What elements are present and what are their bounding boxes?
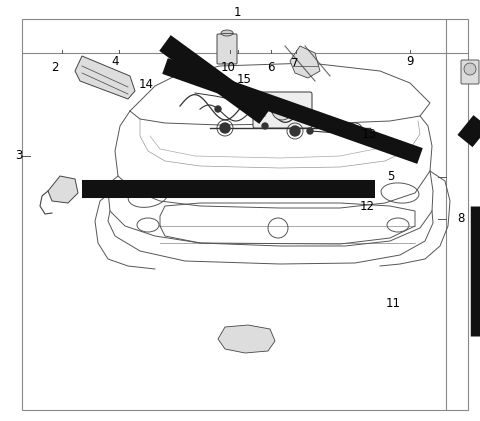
Text: 13: 13 [362, 128, 377, 141]
Polygon shape [48, 176, 78, 203]
Text: 5: 5 [387, 171, 395, 183]
Text: 7: 7 [291, 57, 299, 69]
Polygon shape [75, 56, 135, 99]
Ellipse shape [221, 30, 233, 36]
Text: 6: 6 [267, 61, 275, 74]
FancyBboxPatch shape [461, 60, 479, 84]
Circle shape [307, 128, 313, 134]
Text: 9: 9 [407, 55, 414, 67]
Polygon shape [290, 46, 320, 78]
Text: 3: 3 [15, 149, 23, 162]
Text: 4: 4 [111, 55, 119, 67]
Text: 12: 12 [360, 200, 375, 213]
Circle shape [327, 120, 333, 126]
Circle shape [220, 123, 230, 133]
Polygon shape [218, 325, 275, 353]
FancyBboxPatch shape [217, 34, 237, 64]
Text: 2: 2 [51, 61, 59, 74]
Text: 14: 14 [139, 78, 154, 91]
Text: 15: 15 [237, 74, 251, 86]
Text: 1: 1 [234, 6, 241, 19]
Circle shape [290, 126, 300, 136]
Circle shape [272, 100, 292, 120]
FancyBboxPatch shape [253, 92, 312, 128]
Circle shape [262, 123, 268, 129]
Circle shape [464, 63, 476, 75]
Text: 11: 11 [386, 297, 401, 309]
Circle shape [242, 103, 248, 109]
Circle shape [215, 106, 221, 112]
Text: 8: 8 [457, 213, 465, 225]
Circle shape [350, 126, 360, 136]
Text: 10: 10 [221, 61, 236, 74]
